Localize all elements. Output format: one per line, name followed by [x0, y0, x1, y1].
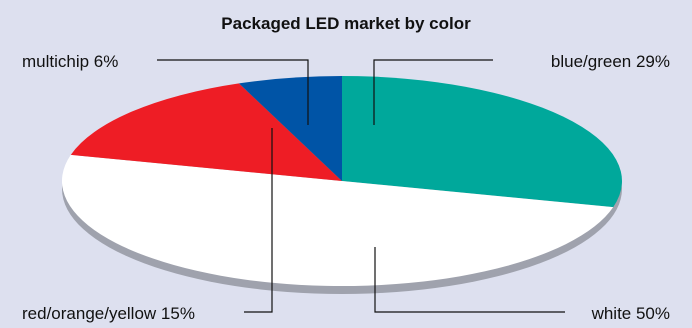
- slice-label-red-orange-yellow: red/orange/yellow 15%: [22, 304, 195, 323]
- leader-line-white: [374, 247, 565, 313]
- chart-title: Packaged LED market by color: [221, 14, 471, 33]
- pie-slices: [61, 76, 623, 287]
- leader-lines: [157, 59, 565, 313]
- pie-slice-blue-green: [342, 76, 623, 208]
- slice-label-blue-green: blue/green 29%: [551, 52, 670, 71]
- pie-slice-white: [61, 154, 614, 287]
- slice-label-white: white 50%: [591, 304, 670, 323]
- leader-line-red-orange-yellow: [244, 128, 273, 313]
- pie-slice-red-orange-yellow: [70, 83, 342, 181]
- pie-slice-multichip: [238, 76, 342, 181]
- slice-label-multichip: multichip 6%: [22, 52, 118, 71]
- leader-line-blue-green: [373, 59, 493, 125]
- leader-line-multichip: [157, 59, 309, 125]
